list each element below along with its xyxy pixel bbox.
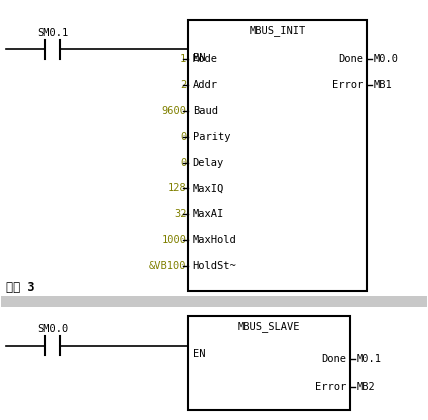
Text: Error: Error — [332, 80, 363, 90]
Text: Done: Done — [338, 55, 363, 65]
Text: Mode: Mode — [193, 55, 218, 65]
Text: Done: Done — [321, 354, 346, 364]
Text: MB1: MB1 — [374, 80, 392, 90]
Text: MBUS_SLAVE: MBUS_SLAVE — [238, 321, 300, 332]
Text: 1000: 1000 — [161, 235, 186, 245]
Text: Addr: Addr — [193, 80, 218, 90]
Text: MaxAI: MaxAI — [193, 209, 224, 219]
Text: Parity: Parity — [193, 132, 230, 142]
Text: MBUS_INIT: MBUS_INIT — [250, 25, 306, 36]
Text: MaxHold: MaxHold — [193, 235, 237, 245]
Text: HoldSt~: HoldSt~ — [193, 260, 237, 270]
Text: EN: EN — [193, 52, 205, 63]
Text: Baud: Baud — [193, 106, 218, 116]
Text: MaxIQ: MaxIQ — [193, 183, 224, 193]
Text: &VB100: &VB100 — [149, 260, 186, 270]
Text: 32: 32 — [174, 209, 186, 219]
Text: 网络 3: 网络 3 — [6, 281, 34, 294]
Bar — [1, 297, 427, 307]
Text: 128: 128 — [168, 183, 186, 193]
Text: M0.0: M0.0 — [374, 55, 398, 65]
Text: Delay: Delay — [193, 158, 224, 168]
Text: 2: 2 — [180, 80, 186, 90]
Text: MB2: MB2 — [357, 382, 375, 392]
Text: SM0.1: SM0.1 — [37, 28, 68, 38]
Bar — [188, 316, 350, 410]
Text: 0: 0 — [180, 158, 186, 168]
Text: M0.1: M0.1 — [357, 354, 381, 364]
Text: 0: 0 — [180, 132, 186, 142]
Text: EN: EN — [193, 349, 205, 359]
Text: SM0.0: SM0.0 — [37, 324, 68, 334]
Text: 1: 1 — [180, 55, 186, 65]
Bar — [188, 20, 367, 291]
Text: Error: Error — [315, 382, 346, 392]
Text: 9600: 9600 — [161, 106, 186, 116]
